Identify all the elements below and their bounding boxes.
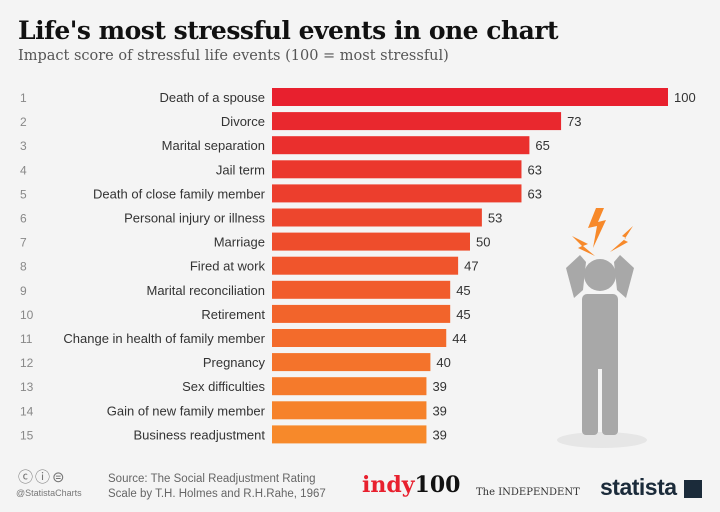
rank-label: 8: [20, 260, 27, 274]
category-label: Marriage: [214, 235, 265, 250]
value-label: 40: [436, 355, 450, 370]
rank-label: 6: [20, 212, 27, 226]
value-label: 50: [476, 235, 490, 250]
category-label: Change in health of family member: [63, 331, 265, 346]
value-label: 63: [527, 186, 541, 201]
category-label: Gain of new family member: [107, 403, 266, 418]
value-label: 65: [535, 138, 549, 153]
category-label: Death of a spouse: [159, 90, 265, 105]
value-label: 44: [452, 331, 466, 346]
indy100-logo: indy100: [362, 472, 460, 498]
bar: [272, 353, 431, 372]
category-label: Personal injury or illness: [124, 211, 265, 226]
value-label: 47: [464, 259, 478, 274]
indy-100-text: 100: [414, 472, 461, 498]
bar: [272, 184, 522, 203]
bar: [272, 425, 427, 444]
category-label: Death of close family member: [93, 186, 266, 201]
category-label: Sex difficulties: [182, 379, 265, 394]
rank-label: 9: [20, 284, 27, 298]
statista-handle: @StatistaCharts: [16, 488, 82, 498]
bar: [272, 329, 447, 347]
bar: [272, 377, 427, 396]
category-label: Divorce: [221, 114, 265, 129]
stressed-person-icon: [557, 208, 647, 448]
value-label: 63: [527, 162, 541, 177]
bar: [272, 136, 530, 155]
rank-label: 1: [20, 91, 27, 105]
rank-label: 3: [20, 139, 27, 153]
statista-logo: statista: [600, 474, 677, 500]
rank-label: 15: [20, 428, 34, 442]
independent-logo: The INDEPENDENT: [476, 487, 580, 498]
rank-label: 10: [20, 308, 34, 322]
rank-label: 7: [20, 236, 27, 250]
value-label: 100: [674, 90, 696, 105]
category-label: Retirement: [201, 307, 265, 322]
rank-label: 5: [20, 187, 27, 201]
bar: [272, 112, 562, 131]
rank-label: 4: [20, 163, 27, 177]
value-label: 39: [432, 379, 446, 394]
category-label: Fired at work: [190, 259, 266, 274]
bar: [272, 304, 451, 323]
value-label: 39: [432, 403, 446, 418]
indy-text: indy: [362, 472, 415, 498]
bar: [272, 232, 470, 251]
source-line-1: Source: The Social Readjustment Rating: [108, 473, 316, 485]
chart-title: Life's most stressful events in one char…: [18, 16, 559, 45]
rank-label: 2: [20, 115, 27, 129]
bar: [272, 256, 459, 275]
source-line-2: Scale by T.H. Holmes and R.H.Rahe, 1967: [108, 488, 326, 500]
statista-mark-icon: [684, 480, 702, 498]
source-note: Source: The Social Readjustment Rating S…: [108, 472, 358, 502]
license-icons: ⓒⓘ⊜: [18, 469, 67, 486]
bar: [272, 208, 482, 227]
rank-label: 11: [20, 332, 33, 346]
value-label: 45: [456, 283, 470, 298]
rank-label: 14: [20, 404, 34, 418]
rank-label: 13: [20, 380, 34, 394]
chart-subtitle: Impact score of stressful life events (1…: [18, 48, 449, 64]
category-label: Pregnancy: [203, 355, 266, 370]
rank-label: 12: [20, 356, 34, 370]
bar: [272, 160, 522, 179]
bar: [272, 88, 668, 106]
value-label: 53: [488, 211, 502, 226]
bar: [272, 280, 451, 299]
bar: [272, 401, 427, 420]
value-label: 45: [456, 307, 470, 322]
category-label: Jail term: [216, 162, 265, 177]
category-label: Marital separation: [162, 138, 265, 153]
category-label: Business readjustment: [133, 427, 265, 442]
value-label: 39: [432, 427, 446, 442]
category-label: Marital reconciliation: [147, 283, 266, 298]
value-label: 73: [567, 114, 581, 129]
